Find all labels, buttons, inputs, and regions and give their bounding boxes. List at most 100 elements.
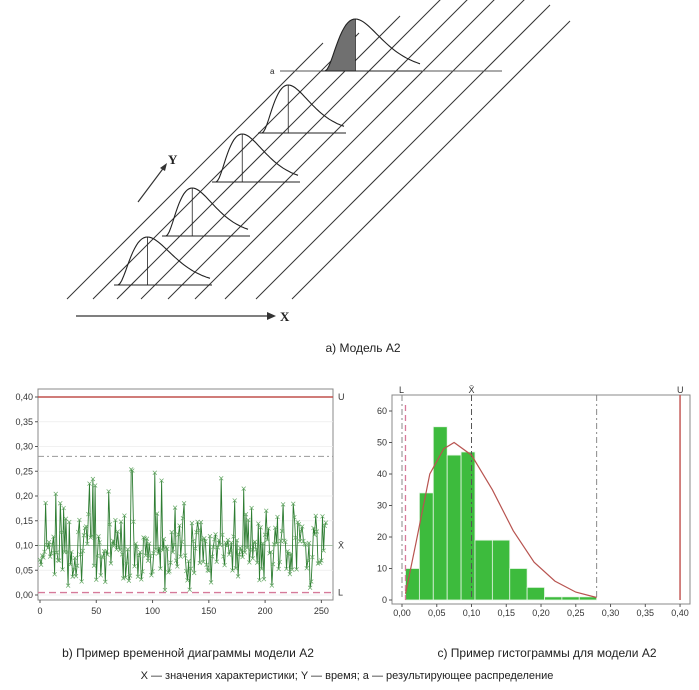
hist-l-label: L: [399, 385, 404, 395]
run-point: [189, 520, 195, 526]
run-y-tick-label: 0,25: [15, 466, 33, 476]
run-point: [159, 478, 164, 483]
run-point: [225, 537, 231, 543]
run-point: [207, 533, 213, 539]
hist-y-tick-label: 10: [377, 564, 387, 574]
run-y-tick-label: 0,30: [15, 442, 33, 452]
run-point: [176, 532, 181, 537]
run-point: [307, 585, 313, 590]
y-axis-label: Y: [168, 152, 178, 167]
hist-bar: [460, 451, 476, 601]
run-point: [90, 476, 96, 482]
run-point: [226, 552, 232, 557]
hist-x-tick-label: 0,30: [602, 608, 620, 618]
run-point: [303, 542, 308, 547]
run-point: [224, 543, 230, 549]
run-point: [232, 498, 237, 503]
run-point: [262, 532, 268, 538]
run-l-label: L: [338, 588, 343, 598]
run-point: [149, 573, 154, 578]
run-point: [115, 529, 120, 534]
run-chart: U X̄ L 0,00 0,05 0,10 0,15 0,20 0,25 0,30 0,35 0,4…: [15, 388, 345, 660]
run-point: [276, 566, 281, 572]
run-x-tick-label: 150: [201, 606, 216, 616]
run-point: [259, 566, 264, 572]
hist-y-tick-label: 30: [377, 501, 387, 511]
run-point: [220, 532, 225, 538]
run-point: [126, 578, 132, 583]
hist-bar: [544, 596, 563, 601]
run-point: [283, 539, 288, 545]
run-point: [312, 532, 317, 538]
run-point: [74, 563, 80, 568]
run-point: [257, 577, 262, 583]
hist-bar: [578, 596, 598, 601]
hist-fitted-curve: [404, 441, 597, 599]
run-point: [70, 574, 75, 580]
distribution-curves: [114, 18, 422, 286]
run-point: [322, 523, 327, 529]
hist-x-tick-label: 0,00: [393, 608, 411, 618]
hist-x-tick-label: 0,25: [567, 608, 585, 618]
run-x-tick-label: 200: [258, 606, 273, 616]
run-point: [53, 491, 59, 497]
run-point: [217, 542, 223, 548]
run-point: [168, 560, 173, 565]
run-point: [196, 528, 201, 533]
run-point: [206, 568, 212, 574]
run-point: [173, 558, 179, 563]
run-y-ticks: 0,00 0,05 0,10 0,15 0,20 0,25 0,30 0,35 0,40: [15, 392, 38, 600]
run-point: [58, 501, 63, 506]
run-point: [56, 558, 62, 563]
run-point: [212, 536, 217, 542]
run-point: [184, 568, 189, 574]
hist-u-label: U: [677, 385, 684, 395]
run-point: [91, 563, 97, 569]
hist-bar: [474, 539, 493, 601]
hist-bar: [432, 426, 448, 601]
diagonal-line: [116, 15, 401, 300]
hist-y-tick-label: 60: [377, 406, 387, 416]
hist-x-ticks: 0,00 0,05 0,10 0,15 0,20 0,25 0,30 0,35 0,40: [393, 604, 689, 618]
run-point: [131, 519, 136, 525]
x-arrow-head: [267, 312, 276, 320]
run-point: [233, 565, 239, 571]
y-axis-arrow: [137, 165, 166, 203]
run-y-tick-label: 0,20: [15, 491, 33, 501]
run-point: [146, 541, 152, 546]
run-point: [99, 554, 105, 560]
hist-x-tick-label: 0,15: [498, 608, 516, 618]
run-point: [234, 538, 240, 543]
run-point: [295, 519, 300, 525]
run-point: [155, 551, 161, 556]
run-point: [171, 542, 177, 548]
run-point: [103, 579, 108, 585]
run-x-ticks: 0 50 100 150 200 250: [37, 600, 329, 616]
run-point: [271, 542, 277, 547]
hist-bar: [491, 539, 511, 601]
run-point: [76, 529, 81, 535]
model-caption: а) Модель А2: [325, 341, 400, 355]
run-point: [182, 553, 188, 558]
run-point: [248, 547, 253, 553]
run-point: [130, 468, 135, 473]
run-point: [110, 538, 116, 544]
run-point: [249, 505, 254, 511]
run-point: [265, 537, 270, 543]
run-point: [140, 569, 145, 574]
run-point: [133, 541, 138, 547]
result-label: a: [270, 67, 275, 76]
diagonal-line: [255, 4, 551, 300]
run-point: [294, 567, 299, 572]
run-y-tick-label: 0,05: [15, 565, 33, 575]
run-point: [71, 566, 77, 572]
run-point: [59, 529, 64, 535]
run-point: [229, 540, 234, 545]
run-point: [285, 548, 290, 554]
run-point: [50, 542, 55, 547]
run-point: [209, 554, 215, 559]
run-point: [104, 548, 109, 554]
run-point: [199, 537, 205, 543]
run-point: [49, 550, 54, 556]
